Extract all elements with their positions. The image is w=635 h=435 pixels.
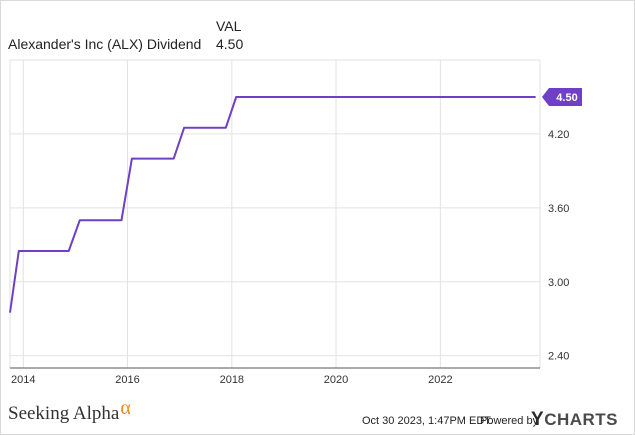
y-tick-label: 2.40: [548, 351, 569, 363]
x-tick-label: 2020: [324, 374, 348, 386]
series-line: [9, 96, 536, 313]
x-tick-label: 2022: [428, 374, 452, 386]
x-tick-label: 2014: [11, 374, 35, 386]
x-tick-label: 2018: [220, 374, 244, 386]
alpha-symbol: α: [120, 397, 131, 419]
seeking-alpha-logo: Seeking Alphaα: [8, 397, 131, 425]
axes: [9, 59, 541, 369]
legend-column-header: VAL: [216, 18, 242, 34]
x-tick-label: 2016: [115, 374, 139, 386]
powered-by: Powered by: [480, 415, 539, 427]
y-tick-label: 3.60: [548, 203, 569, 215]
ycharts-logo: YCHARTS: [531, 409, 618, 431]
y-tick-label: 3.00: [548, 277, 569, 289]
legend-series-value: 4.50: [216, 36, 244, 52]
series-layer: 4.50: [9, 87, 582, 313]
ycharts-logo-y: Y: [531, 409, 545, 430]
legend-series-label: Alexander's Inc (ALX) Dividend: [8, 36, 202, 52]
timestamp: Oct 30 2023, 1:47PM EDT.: [362, 415, 493, 427]
last-value-flag: [542, 87, 582, 106]
tick-labels: 2014 2016 2018 2020 2022 2.40 3.00 3.60 4.20: [11, 129, 569, 386]
last-value-label: 4.50: [556, 92, 577, 104]
y-tick-label: 4.20: [548, 129, 569, 141]
brand-name: Seeking Alpha: [8, 403, 120, 424]
ycharts-logo-text: CHARTS: [544, 410, 619, 429]
grid-lines: [10, 60, 540, 368]
